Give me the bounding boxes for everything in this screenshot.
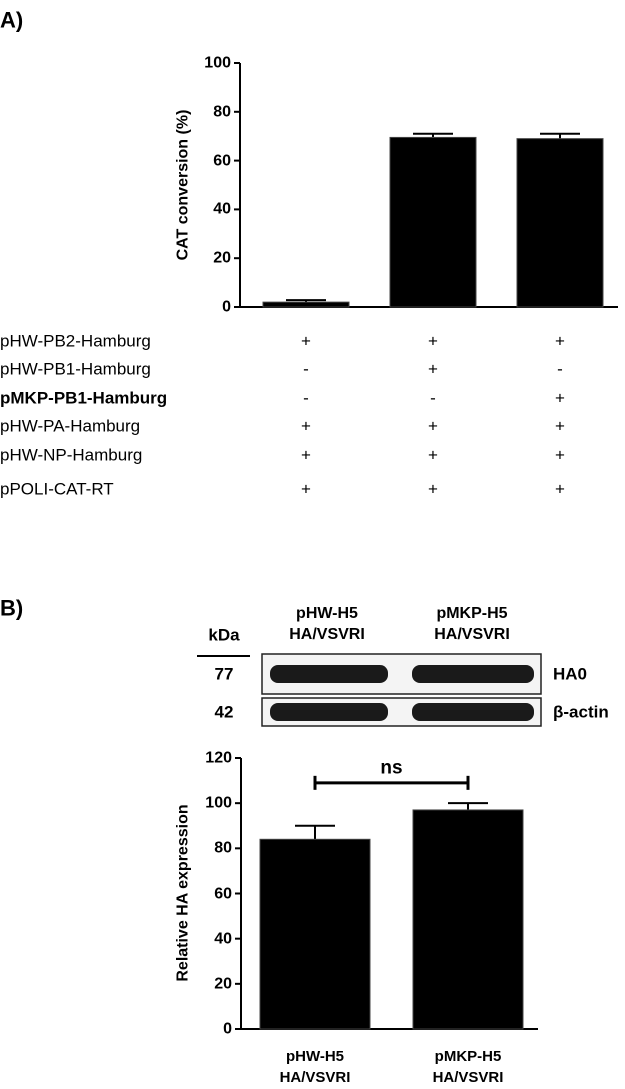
y-tick-label: 60 [213,152,231,170]
cell-symbol: - [557,359,563,379]
blot-band [270,665,388,683]
cell-symbol: + [428,359,438,379]
band-label: β-actin [553,702,609,722]
y-tick-label: 80 [213,103,231,121]
blot-band [270,703,388,721]
blot-band [412,703,534,721]
y-tick-label: 100 [205,794,232,812]
x-tick-label: pHW-H5 HA/VSVRI [279,1048,351,1086]
y-tick-label: 80 [214,839,232,857]
marker-label: 42 [214,702,234,722]
cell-symbol: + [301,416,311,436]
marker-header: kDa [208,625,240,645]
y-axis-label: Relative HA expression [174,804,192,982]
y-tick-label: 100 [204,54,231,72]
cell-symbol: - [303,359,309,379]
bar [389,136,477,308]
y-axis-label: CAT conversion (%) [174,109,192,261]
y-tick-label: 0 [223,1020,232,1038]
y-tick-label: 20 [214,975,232,993]
y-tick-label: 40 [213,200,231,218]
bar [259,838,371,1030]
cell-symbol: + [428,331,438,351]
cell-symbol: + [555,388,565,408]
panel-label: A) [0,7,24,33]
row-label: pHW-PB1-Hamburg [0,359,151,379]
bar [412,809,524,1030]
cell-symbol: - [430,388,436,408]
cell-symbol: - [303,388,309,408]
y-tick-label: 0 [222,298,231,316]
y-tick-label: 20 [213,249,231,267]
y-tick-label: 60 [214,885,232,902]
row-label: pHW-PA-Hamburg [0,416,141,436]
lane-label: pHW-H5 HA/VSVRI [289,605,365,643]
bar [516,138,604,308]
panel-label: B) [0,595,24,621]
cell-symbol: + [428,416,438,436]
significance-label: ns [380,757,403,779]
lane-label: pMKP-H5 HA/VSVRI [434,605,510,643]
row-label: pHW-NP-Hamburg [0,445,143,465]
band-label: HA0 [553,664,588,684]
cell-symbol: + [555,445,565,465]
y-tick-label: 120 [205,749,232,767]
cell-symbol: + [301,331,311,351]
cell-symbol: + [428,445,438,465]
y-tick-label: 40 [214,930,232,948]
cell-symbol: + [301,445,311,465]
bar [262,301,350,308]
cell-symbol: + [301,479,311,499]
row-label: pHW-PB2-Hamburg [0,331,151,351]
cell-symbol: + [555,416,565,436]
row-label: pPOLI-CAT-RT [0,479,114,499]
x-tick-label: pMKP-H5 HA/VSVRI [432,1048,504,1086]
cell-symbol: + [555,479,565,499]
marker-label: 77 [214,664,234,684]
blot-band [412,665,534,683]
cell-symbol: + [428,479,438,499]
row-label: pMKP-PB1-Hamburg [0,388,168,408]
cell-symbol: + [555,331,565,351]
